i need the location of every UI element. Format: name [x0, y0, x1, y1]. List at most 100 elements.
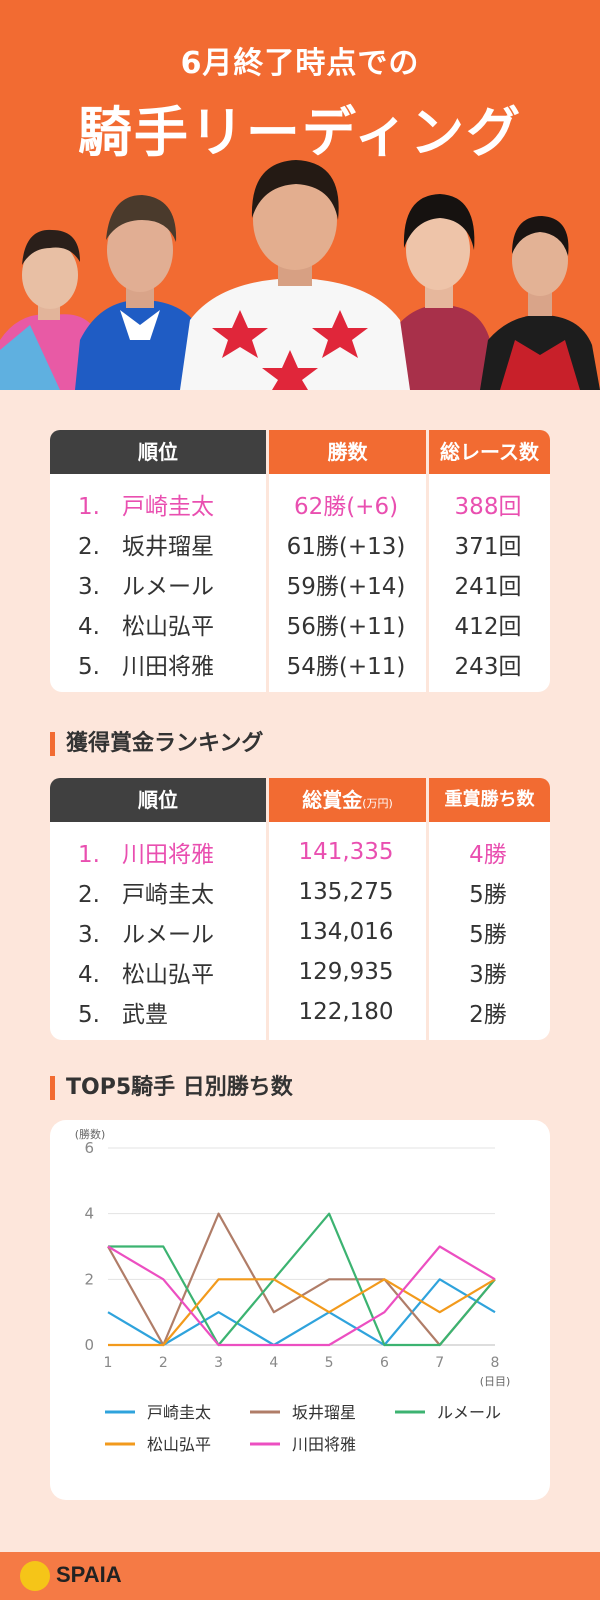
legend-label: ルメール	[437, 1403, 501, 1422]
prize-table: 順位 総賞金(万円) 重賞勝ち数 1. 川田将雅 141,335 4勝 2. 戸崎圭太 13…	[50, 778, 550, 1040]
legend-label: 川田将雅	[292, 1435, 356, 1454]
header-prize-unit: (万円)	[362, 797, 393, 810]
races-cell: 388回	[454, 494, 522, 520]
jockey-name: 川田将雅	[122, 842, 214, 868]
wins-cell: 59勝(+14)	[286, 574, 406, 600]
x-tick-label: 8	[491, 1355, 500, 1371]
jockey-figure-2	[75, 195, 215, 390]
rank-number: 5.	[78, 1002, 100, 1028]
header-rank: 順位	[50, 430, 266, 474]
series-line-ルメール	[108, 1212, 496, 1347]
x-tick-label: 5	[325, 1355, 334, 1371]
hero-title: 騎手リーディング	[77, 101, 523, 164]
jockey-cell: 5. 武豊	[50, 995, 266, 1029]
jockey-cell: 1. 戸崎圭太	[50, 487, 266, 521]
header-rank: 順位	[50, 778, 266, 822]
table-row: 3. ルメール 134,016 5勝	[50, 912, 550, 952]
table-row: 2. 坂井瑠星 61勝(+13) 371回	[50, 524, 550, 564]
rank-number: 5.	[78, 654, 100, 680]
prize-table-header: 順位 総賞金(万円) 重賞勝ち数	[50, 778, 550, 822]
table-row: 1. 川田将雅 141,335 4勝	[50, 832, 550, 872]
rank-number: 4.	[78, 962, 100, 988]
jockey-cell: 3. ルメール	[50, 567, 266, 601]
spaia-logo-icon	[20, 1561, 50, 1591]
y-tick-label: 0	[84, 1336, 94, 1354]
jockey-figure-5	[480, 216, 600, 390]
series-line-松山弘平	[108, 1278, 496, 1347]
jockey-cell: 4. 松山弘平	[50, 955, 266, 989]
series-line-川田将雅	[107, 1245, 496, 1347]
jockey-cell: 1. 川田将雅	[50, 835, 266, 869]
prize-section-title: 獲得賞金ランキング	[50, 730, 263, 758]
races-cell: 371回	[454, 534, 522, 560]
legend-label: 戸崎圭太	[147, 1403, 211, 1422]
races-cell: 412回	[454, 614, 522, 640]
grade_wins-cell: 5勝	[469, 922, 507, 948]
jockey-cell: 2. 坂井瑠星	[50, 527, 266, 561]
rank-number: 3.	[78, 574, 100, 600]
prize-table-body: 1. 川田将雅 141,335 4勝 2. 戸崎圭太 135,275 5勝 3. ルメール 134,…	[50, 822, 550, 1040]
amount-cell: 129,935	[298, 959, 394, 985]
grade_wins-cell: 2勝	[469, 1002, 507, 1028]
rank-number: 1.	[78, 842, 100, 868]
jockey-name: ルメール	[122, 574, 214, 600]
amount-cell: 122,180	[298, 999, 394, 1025]
x-axis-label: (日目)	[480, 1375, 511, 1388]
amount-cell: 135,275	[298, 879, 394, 905]
header-wins: 勝数	[269, 430, 426, 474]
grade_wins-cell: 5勝	[469, 882, 507, 908]
y-axis-label: (勝数)	[75, 1127, 106, 1141]
hero-banner: 6月終了時点での 騎手リーディング	[0, 0, 600, 390]
jockey-name: 松山弘平	[122, 962, 214, 988]
grade_wins-cell: 4勝	[469, 842, 507, 868]
spaia-logo-text: SPAIA	[56, 1562, 122, 1587]
legend-label: 坂井瑠星	[292, 1403, 356, 1422]
header-total-prize: 総賞金(万円)	[269, 778, 426, 822]
amount-cell: 141,335	[298, 839, 394, 865]
chart-section-title: TOP5騎手 日別勝ち数	[50, 1074, 293, 1102]
table-row: 4. 松山弘平 56勝(+11) 412回	[50, 604, 550, 644]
x-tick-label: 4	[269, 1355, 278, 1371]
jockey-cell: 4. 松山弘平	[50, 607, 266, 641]
y-tick-label: 6	[84, 1139, 94, 1157]
legend-label: 松山弘平	[147, 1435, 211, 1454]
header-total-races: 総レース数	[429, 430, 550, 474]
wins-cell: 54勝(+11)	[286, 654, 406, 680]
table-row: 5. 武豊 122,180 2勝	[50, 992, 550, 1032]
jockey-name: 戸崎圭太	[122, 494, 214, 520]
table-row: 1. 戸崎圭太 62勝(+6) 388回	[50, 484, 550, 524]
hero-subtitle: 6月終了時点での	[180, 46, 420, 81]
rank-number: 4.	[78, 614, 100, 640]
jockey-cell: 5. 川田将雅	[50, 647, 266, 681]
jockey-figure-1	[0, 229, 100, 390]
leading-table: 順位 勝数 総レース数 1. 戸崎圭太 62勝(+6) 388回 2. 坂井瑠星 61勝(+…	[50, 430, 550, 692]
jockey-cell: 2. 戸崎圭太	[50, 875, 266, 909]
rank-number: 2.	[78, 882, 100, 908]
y-tick-label: 4	[84, 1205, 94, 1223]
rank-number: 1.	[78, 494, 100, 520]
jockey-name: 武豊	[122, 1002, 168, 1028]
jockey-figure-4	[385, 194, 500, 390]
jockey-name: 戸崎圭太	[122, 882, 214, 908]
y-tick-label: 2	[84, 1270, 94, 1288]
amount-cell: 134,016	[298, 919, 394, 945]
table-row: 4. 松山弘平 129,935 3勝	[50, 952, 550, 992]
footer: SPAIA	[0, 1552, 600, 1600]
header-grade-wins: 重賞勝ち数	[429, 778, 550, 822]
series-line-戸崎圭太	[107, 1278, 496, 1347]
table-row: 3. ルメール 59勝(+14) 241回	[50, 564, 550, 604]
x-tick-label: 1	[104, 1355, 113, 1371]
rank-number: 2.	[78, 534, 100, 560]
races-cell: 243回	[454, 654, 522, 680]
jockey-figure-3	[180, 160, 410, 390]
chart-card: (勝数) 0 2 4 6 1 2 3 4 5 6 7 8 (日目) 戸崎圭太 坂井瑠星 ルメール 松山弘平 川田将雅	[50, 1120, 550, 1500]
jockey-name: 坂井瑠星	[122, 534, 214, 560]
jockey-name: 松山弘平	[122, 614, 214, 640]
jockey-name: 川田将雅	[122, 654, 214, 680]
races-cell: 241回	[454, 574, 522, 600]
header-total-prize-label: 総賞金	[302, 788, 363, 812]
rank-number: 3.	[78, 922, 100, 948]
x-tick-label: 2	[159, 1355, 168, 1371]
wins-cell: 56勝(+11)	[286, 614, 406, 640]
